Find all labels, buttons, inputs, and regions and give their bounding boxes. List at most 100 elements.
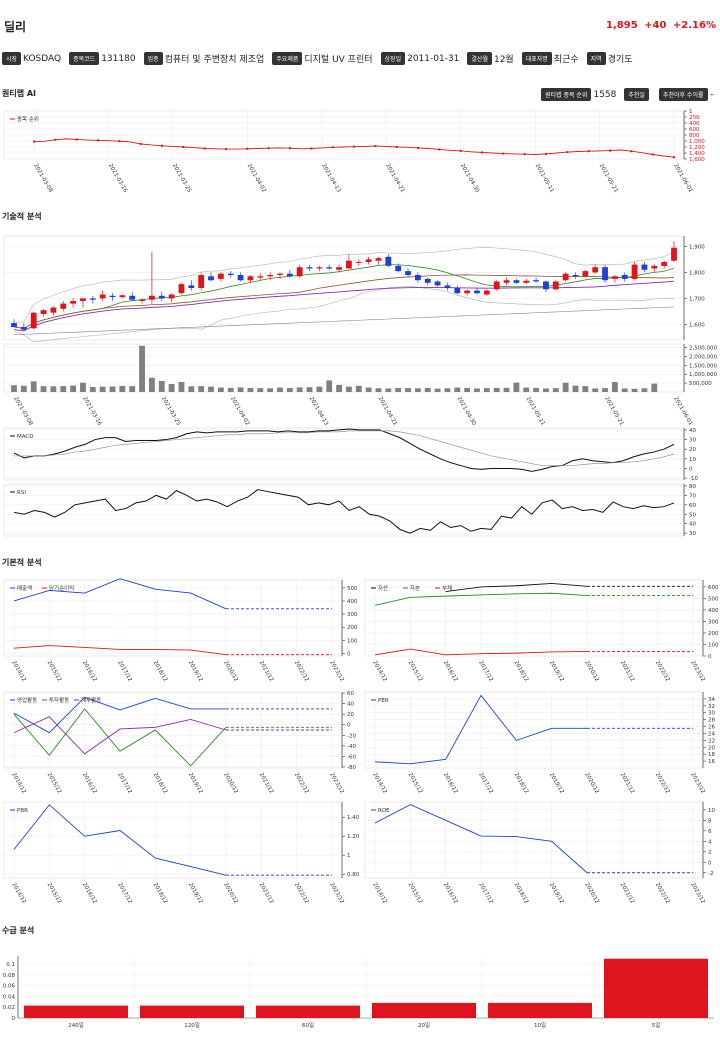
- volume-bar: [208, 386, 214, 392]
- rank-tick-label: 800: [689, 133, 700, 139]
- trend-line: [13, 306, 675, 336]
- section-title-supply: 수급 분석: [2, 926, 35, 935]
- market-value: KOSDAQ: [23, 53, 62, 64]
- per-x-label: 2016/12: [442, 772, 459, 795]
- roe-series-line: [374, 804, 588, 874]
- volume-bar: [20, 385, 27, 392]
- volume-bar: [60, 386, 67, 392]
- sales-x-label: 2022/12: [293, 660, 310, 683]
- per-tick-label: 22: [708, 738, 715, 744]
- rank-point: [353, 145, 355, 148]
- cashflow-tick-label: 20: [347, 712, 354, 718]
- candle-body: [139, 299, 145, 301]
- fiscal-month-tag: 결산월: [467, 52, 492, 65]
- volume-bar: [178, 382, 185, 392]
- candle-tick-label: 1,700: [689, 296, 705, 302]
- per-tick-label: 24: [708, 731, 715, 737]
- rsi-legend-label: RSI: [17, 490, 26, 496]
- volume-bar: [611, 382, 618, 392]
- per-tick-label: 28: [708, 718, 715, 724]
- rank-x-label: 2021-04-30: [459, 163, 480, 194]
- assets-tick-label: 500: [708, 596, 719, 602]
- rank-point: [267, 147, 270, 150]
- assets-x-label: 2020/12: [583, 660, 600, 683]
- assets-x-label: 2022/12: [654, 660, 671, 683]
- rank-x-label: 2021-03-16: [107, 163, 128, 194]
- candle-body: [109, 295, 116, 298]
- assets-x-label: 2016/12: [442, 660, 459, 683]
- macd-legend-label: MACD: [17, 434, 34, 440]
- assets-x-label: 2015/12: [407, 660, 424, 683]
- candle-body: [158, 295, 165, 299]
- volume-bar: [631, 388, 638, 392]
- volume-x-label: 2021-04-21: [377, 396, 398, 427]
- volume-bar: [346, 386, 352, 392]
- cashflow-legend-label: 영업활동: [17, 696, 37, 704]
- sales-tick-label: 400: [347, 599, 358, 605]
- price-display: 1,895 +40 +2.16%: [603, 20, 716, 31]
- candle-body: [444, 285, 451, 288]
- rank-tick-label: 400: [689, 121, 700, 127]
- cashflow-series-line: [13, 716, 227, 755]
- candle-body: [168, 294, 175, 299]
- ai-badges: 퀀티랩 종목 순위 1558 추천일 추천이후 수익률 –: [541, 88, 714, 101]
- per-series-line: [374, 694, 587, 765]
- per-tick-label: 18: [708, 752, 715, 758]
- rank-tick-label: 1,200: [689, 145, 705, 151]
- pbr-frame: [3, 801, 343, 879]
- pbr-x-label: 2023/12: [328, 882, 345, 905]
- candle-body: [641, 264, 648, 270]
- volume-bar: [89, 387, 96, 392]
- volume-x-label: 2021-03-25: [160, 396, 181, 427]
- assets-x-label: 2019/12: [548, 660, 565, 683]
- rank-point: [438, 148, 441, 151]
- supply-bar: [256, 1005, 360, 1018]
- rank-point: [331, 146, 334, 149]
- candle-body: [405, 271, 411, 275]
- roe-tick-label: 10: [708, 808, 715, 814]
- volume-bar: [582, 386, 589, 392]
- pbr-x-label: 2015/12: [46, 882, 63, 905]
- market-tag: 시장: [2, 52, 22, 65]
- rsi-tick-label: 70: [689, 493, 696, 499]
- volume-tick-label: 1,500,000: [689, 363, 717, 369]
- candle-body: [80, 298, 86, 301]
- rank-point: [395, 145, 398, 148]
- assets-x-label: 2017/12: [477, 660, 494, 683]
- per-frame: [364, 691, 704, 769]
- candle-body: [365, 259, 372, 262]
- volume-bar: [621, 388, 628, 392]
- volume-bar: [336, 384, 342, 392]
- pbr-x-label: 2017/12: [116, 882, 133, 905]
- candle-body: [50, 307, 57, 313]
- roe-x-label: 2019/12: [548, 882, 565, 905]
- rank-x-label: 2021-05-11: [534, 163, 555, 194]
- sales-series-line: [13, 645, 227, 656]
- candle-body: [316, 267, 323, 269]
- volume-bar: [483, 388, 490, 392]
- volume-bar: [198, 386, 205, 392]
- product-tag: 주요제품: [272, 52, 303, 65]
- volume-bar: [99, 386, 106, 392]
- candle-body: [286, 273, 293, 277]
- cashflow-tick-label: -20: [347, 733, 356, 739]
- volume-bar: [188, 386, 195, 392]
- supply-bar: [24, 1005, 128, 1018]
- rank-point: [566, 151, 569, 154]
- assets-tick-label: 0: [708, 654, 712, 660]
- macd-tick-label: 10: [689, 457, 696, 463]
- volume-tick-label: 2,500,000: [689, 346, 717, 352]
- volume-tick-label: 500,000: [689, 381, 712, 387]
- rank-x-label: 2021-03-25: [171, 163, 192, 194]
- pbr-x-label: 2016/12: [81, 882, 98, 905]
- candle-body: [375, 258, 382, 261]
- cashflow-x-label: 2017/12: [116, 772, 133, 795]
- assets-x-label: 2014/12: [371, 660, 388, 683]
- sales-legend-label: 당기순이익: [49, 584, 74, 592]
- candle-body: [602, 267, 608, 281]
- sales-x-label: 2017/12: [116, 660, 133, 683]
- per-tick-label: 32: [708, 704, 715, 710]
- pbr-series-line: [13, 804, 227, 876]
- volume-bar: [168, 384, 175, 392]
- recommend-date-tag: 추천일: [624, 88, 649, 101]
